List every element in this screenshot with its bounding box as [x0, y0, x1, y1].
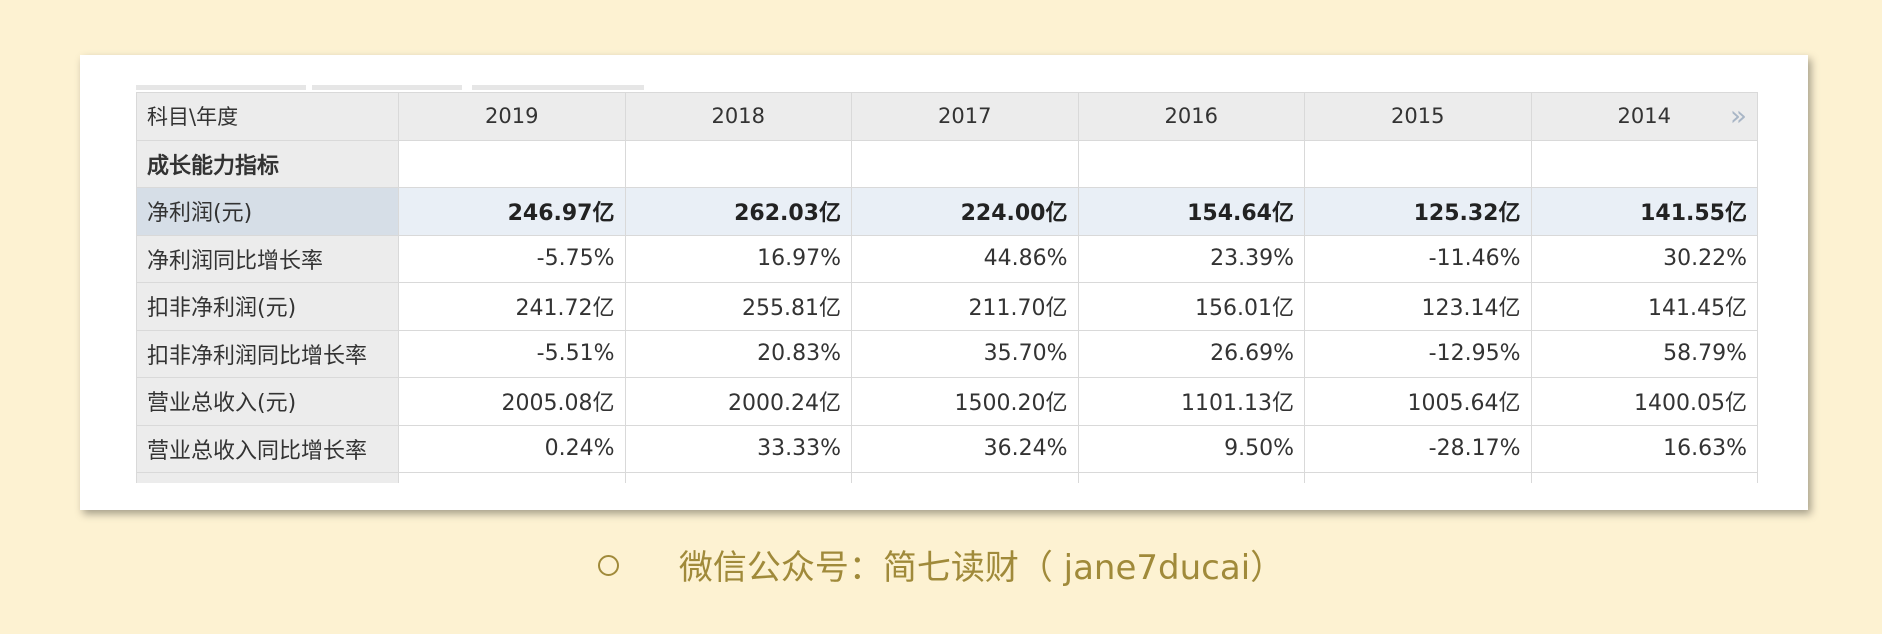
year-header-label: 2014 — [1617, 104, 1671, 129]
table-row[interactable]: 净利润同比增长率 -5.75% 16.97% 44.86% 23.39% -11… — [136, 234, 1758, 283]
tab-3[interactable] — [472, 85, 644, 90]
table-cell: 9.50% — [1077, 424, 1305, 473]
screenshot-card: 科目\年度 2019 2018 2017 2016 2015 2014 » 成长… — [80, 55, 1808, 510]
table-cell: 30.22% — [1530, 234, 1758, 283]
table-cell: 44.86% — [851, 234, 1079, 283]
table-cell — [624, 139, 852, 188]
table-cell: 16.63% — [1530, 424, 1758, 473]
section-label: 成长能力指标 — [136, 139, 399, 188]
row-label: 净利润同比增长率 — [136, 234, 399, 283]
table-cell — [624, 472, 852, 483]
row-label: 营业总收入(元) — [136, 377, 399, 426]
tab-1[interactable] — [136, 85, 306, 90]
table-cell: 1005.64亿 — [1304, 377, 1532, 426]
table-cell — [1530, 472, 1758, 483]
table-cell: 35.70% — [851, 329, 1079, 378]
year-header: 2016 — [1077, 92, 1305, 141]
table-cell — [1304, 139, 1532, 188]
table-cell: 0.24% — [398, 424, 626, 473]
table-cell — [136, 472, 399, 483]
table-cell: 16.97% — [624, 234, 852, 283]
table-cell: -12.95% — [1304, 329, 1532, 378]
row-label: 扣非净利润(元) — [136, 282, 399, 331]
table-cell — [851, 139, 1079, 188]
table-cell: 58.79% — [1530, 329, 1758, 378]
table-cell: -5.75% — [398, 234, 626, 283]
table-cell — [1530, 139, 1758, 188]
table-cell: 2005.08亿 — [398, 377, 626, 426]
table-cell: 154.64亿 — [1077, 187, 1305, 236]
table-cell — [1304, 472, 1532, 483]
table-cell — [1077, 472, 1305, 483]
table-row-net-profit[interactable]: 净利润(元) 246.97亿 262.03亿 224.00亿 154.64亿 1… — [136, 187, 1758, 236]
table-row[interactable]: 营业总收入(元) 2005.08亿 2000.24亿 1500.20亿 1101… — [136, 377, 1758, 426]
year-header: 2019 — [398, 92, 626, 141]
table-cell: 1400.05亿 — [1530, 377, 1758, 426]
table-header-row: 科目\年度 2019 2018 2017 2016 2015 2014 » — [136, 92, 1758, 141]
table-cell: 2000.24亿 — [624, 377, 852, 426]
year-header: 2017 — [851, 92, 1079, 141]
table-cell: 255.81亿 — [624, 282, 852, 331]
footer-text: 微信公众号：简七读财（ jane7ducai） — [678, 548, 1285, 588]
table-cell: 123.14亿 — [1304, 282, 1532, 331]
table-cell — [851, 472, 1079, 483]
table-cell: 26.69% — [1077, 329, 1305, 378]
table-cell: 125.32亿 — [1304, 187, 1532, 236]
table-cell: 156.01亿 — [1077, 282, 1305, 331]
row-label: 营业总收入同比增长率 — [136, 424, 399, 473]
year-header: 2018 — [624, 92, 852, 141]
year-header-last: 2014 » — [1530, 92, 1758, 141]
year-header: 2015 — [1304, 92, 1532, 141]
table-cell: 33.33% — [624, 424, 852, 473]
table-row[interactable]: 扣非净利润同比增长率 -5.51% 20.83% 35.70% 26.69% -… — [136, 329, 1758, 378]
table-row[interactable]: 营业总收入同比增长率 0.24% 33.33% 36.24% 9.50% -28… — [136, 424, 1758, 473]
table-cell: 241.72亿 — [398, 282, 626, 331]
table-cell — [398, 472, 626, 483]
table-cell: 262.03亿 — [624, 187, 852, 236]
table-cell: 141.55亿 — [1530, 187, 1758, 236]
truncated-row — [136, 472, 1758, 483]
financial-indicators-table: 科目\年度 2019 2018 2017 2016 2015 2014 » 成长… — [136, 92, 1758, 483]
row-label: 净利润(元) — [136, 187, 399, 236]
table-cell: 224.00亿 — [851, 187, 1079, 236]
header-label: 科目\年度 — [136, 92, 399, 141]
table-cell: 211.70亿 — [851, 282, 1079, 331]
table-cell — [398, 139, 626, 188]
table-cell: 1101.13亿 — [1077, 377, 1305, 426]
double-chevron-right-icon[interactable]: » — [1729, 99, 1747, 133]
table-cell: 141.45亿 — [1530, 282, 1758, 331]
table-cell: -5.51% — [398, 329, 626, 378]
table-cell — [1077, 139, 1305, 188]
table-cell: 36.24% — [851, 424, 1079, 473]
footer-caption: 微信公众号：简七读财（ jane7ducai） — [0, 540, 1882, 589]
table-cell: 246.97亿 — [398, 187, 626, 236]
table-cell: -11.46% — [1304, 234, 1532, 283]
tab-2[interactable] — [312, 85, 462, 90]
table-cell: -28.17% — [1304, 424, 1532, 473]
row-label: 扣非净利润同比增长率 — [136, 329, 399, 378]
circle-bullet-icon — [597, 555, 619, 576]
table-cell: 1500.20亿 — [851, 377, 1079, 426]
table-cell: 23.39% — [1077, 234, 1305, 283]
section-row: 成长能力指标 — [136, 139, 1758, 188]
table-row[interactable]: 扣非净利润(元) 241.72亿 255.81亿 211.70亿 156.01亿… — [136, 282, 1758, 331]
table-cell: 20.83% — [624, 329, 852, 378]
